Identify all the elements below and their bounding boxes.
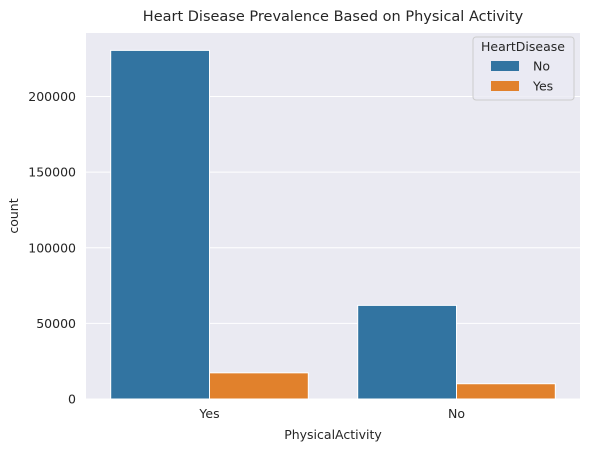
legend-label-yes: Yes bbox=[532, 79, 553, 94]
y-tick-label: 0 bbox=[68, 392, 76, 407]
y-tick-label: 50000 bbox=[36, 316, 76, 331]
legend-title: HeartDisease bbox=[481, 39, 565, 54]
bar-no-heartdisease-yes bbox=[456, 383, 556, 400]
y-tick-label: 100000 bbox=[28, 240, 76, 255]
x-tick-label: Yes bbox=[198, 406, 219, 421]
legend-label-no: No bbox=[533, 59, 550, 74]
y-tick-label: 150000 bbox=[28, 165, 76, 180]
x-axis-label: PhysicalActivity bbox=[284, 427, 382, 442]
y-axis-label: count bbox=[6, 198, 21, 233]
legend: HeartDisease No Yes bbox=[472, 36, 575, 101]
legend-swatch-yes bbox=[491, 81, 519, 91]
y-axis-ticks: 0 50000 100000 150000 200000 bbox=[28, 89, 76, 406]
y-tick-label: 200000 bbox=[28, 89, 76, 104]
legend-items: No Yes bbox=[491, 59, 553, 94]
bars bbox=[110, 49, 556, 400]
legend-swatch-no bbox=[491, 61, 519, 71]
bar-yes-heartdisease-yes bbox=[209, 372, 309, 400]
chart-title: Heart Disease Prevalence Based on Physic… bbox=[143, 9, 524, 25]
bar-yes-heartdisease-no bbox=[110, 49, 210, 400]
bar-no-heartdisease-no bbox=[357, 304, 458, 400]
x-axis-ticks: Yes No bbox=[198, 406, 465, 421]
x-tick-label: No bbox=[448, 406, 465, 421]
